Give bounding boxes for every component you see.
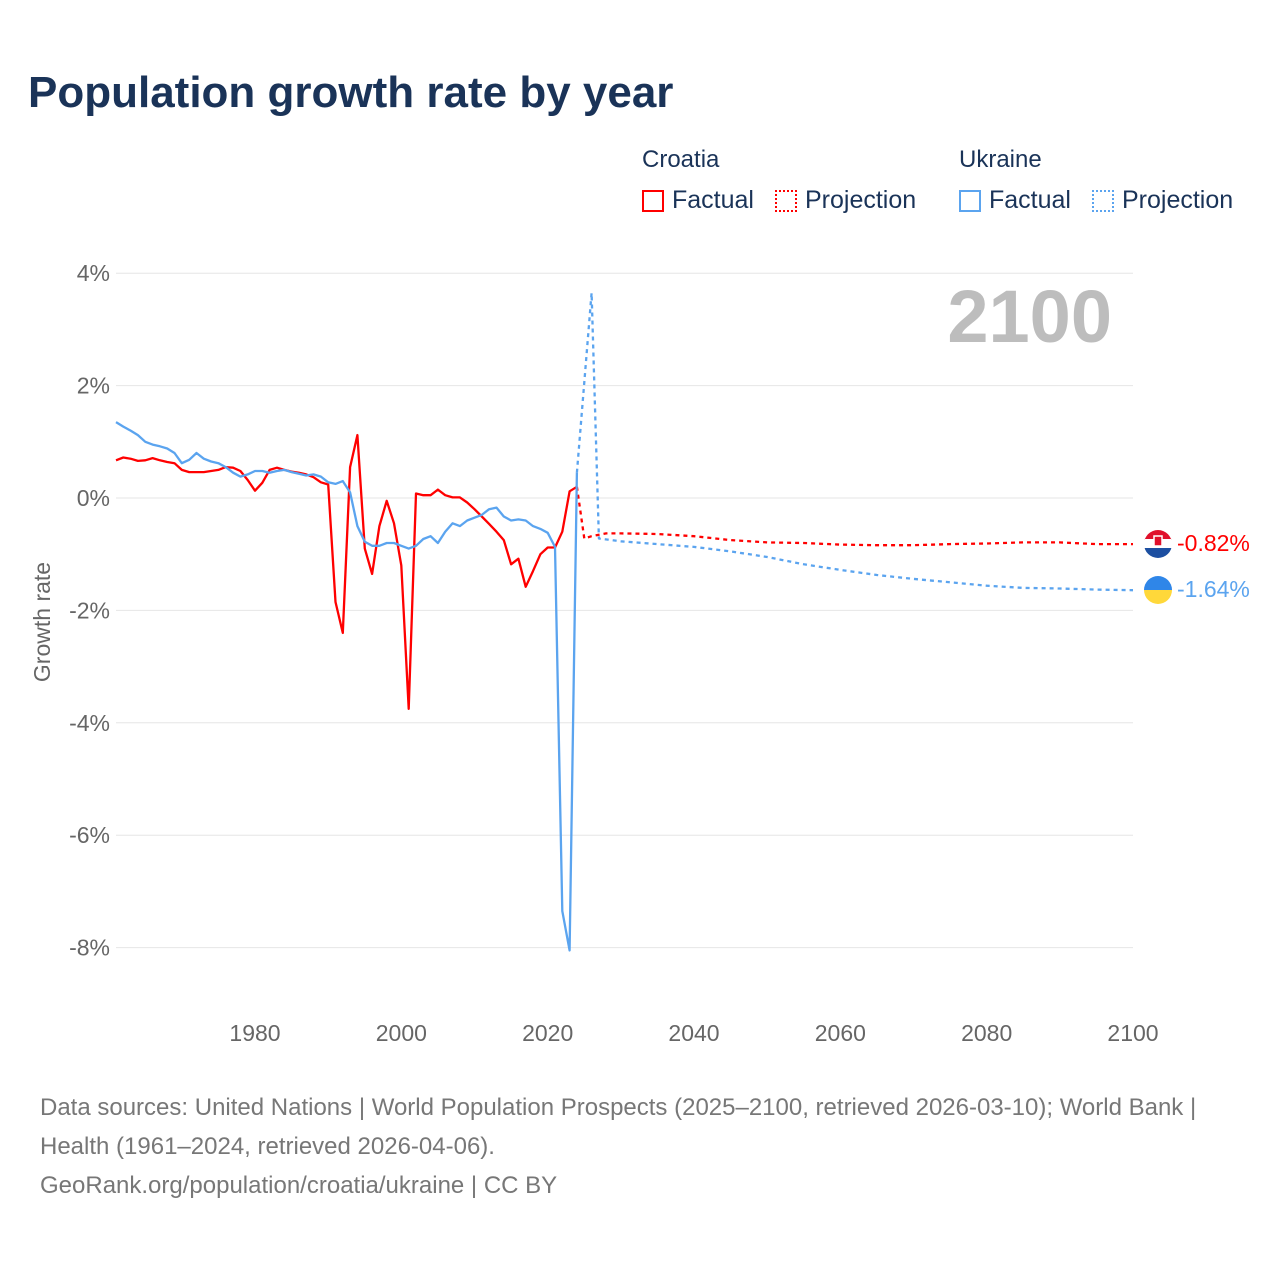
series-croatia-factual[interactable] — [115, 433, 578, 710]
end-label-croatia: -0.82% — [1177, 530, 1250, 556]
legend-croatia-factual[interactable]: Factual — [642, 186, 754, 215]
y-tick-label: -2% — [69, 597, 110, 623]
x-tick-label: 2000 — [376, 1020, 427, 1046]
legend-croatia-projection[interactable]: Projection — [775, 186, 916, 215]
x-tick-label: 2040 — [668, 1020, 719, 1046]
chart-plot: 4% 2% 0% -2% -4% -6% -8% 1980 2000 2020 2040 2060 20… — [29, 260, 1250, 1046]
flag-ukraine-icon — [1144, 576, 1172, 604]
series-croatia-projection[interactable] — [575, 486, 1133, 547]
x-tick-label: 2020 — [522, 1020, 573, 1046]
legend-label: Factual — [989, 186, 1071, 214]
chart-title: Population growth rate by year — [28, 68, 674, 117]
legend-swatch — [1092, 189, 1114, 212]
y-tick-label: 0% — [77, 485, 110, 511]
y-tick-label: -8% — [69, 935, 110, 961]
credit-link[interactable]: GeoRank.org/population/croatia/ukraine |… — [40, 1172, 558, 1199]
series-ukraine-factual[interactable] — [115, 421, 579, 952]
legend-group-ukraine: Ukraine — [959, 146, 1042, 173]
legend-swatch — [775, 189, 797, 212]
x-tick-label: 2100 — [1107, 1020, 1158, 1046]
year-display: 2100 — [947, 275, 1112, 358]
x-tick-label: 2080 — [961, 1020, 1012, 1046]
legend-swatch — [642, 189, 664, 212]
y-tick-label: 4% — [77, 260, 110, 286]
end-label-ukraine: -1.64% — [1177, 576, 1250, 602]
x-tick-label: 1980 — [229, 1020, 280, 1046]
legend-ukraine-projection[interactable]: Projection — [1092, 186, 1233, 215]
series-ukraine-projection[interactable] — [575, 291, 1134, 592]
y-tick-label: -6% — [69, 822, 110, 848]
y-axis-label: Growth rate — [29, 562, 55, 682]
legend-label: Projection — [1122, 186, 1234, 214]
legend-swatch — [959, 189, 981, 212]
legend-ukraine-factual[interactable]: Factual — [959, 186, 1071, 215]
legend-group-croatia: Croatia — [642, 146, 720, 173]
y-tick-label: -4% — [69, 710, 110, 736]
flag-croatia-icon — [1144, 530, 1172, 558]
data-sources: Data sources: United Nations | World Pop… — [40, 1094, 1197, 1160]
footer: Data sources: United Nations | World Pop… — [40, 1088, 1240, 1205]
x-tick-label: 2060 — [815, 1020, 866, 1046]
legend-label: Factual — [672, 186, 754, 214]
legend-label: Projection — [805, 186, 917, 214]
y-tick-label: 2% — [77, 373, 110, 399]
